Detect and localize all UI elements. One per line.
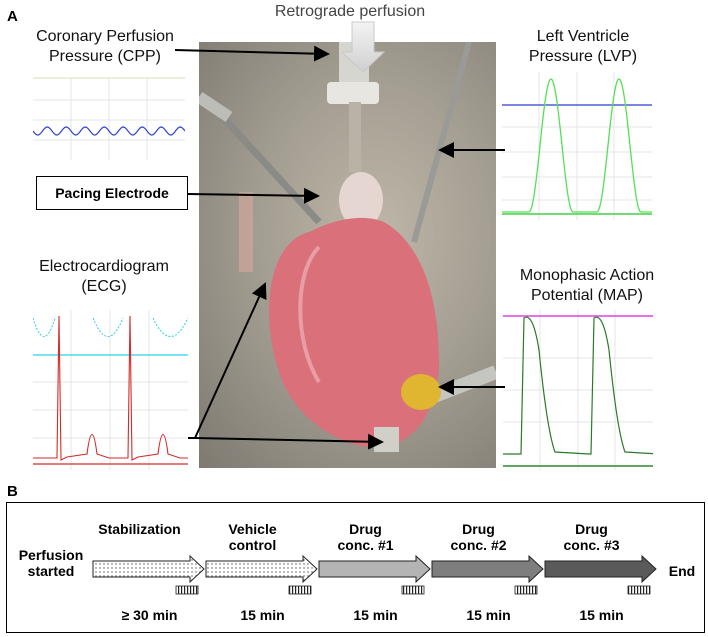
heart-photo <box>199 42 496 468</box>
lvp-trace-svg <box>502 72 652 220</box>
perfusion-started-label: Perfusion started <box>11 547 91 579</box>
stage-arrow <box>431 554 544 584</box>
panel-a-letter: A <box>7 8 18 25</box>
stage-title-line2: conc. #3 <box>563 537 620 553</box>
electrode-holder <box>199 92 233 122</box>
stage-duration: 15 min <box>353 607 398 623</box>
ecg-waveform <box>33 315 188 461</box>
stage-title-line1: Vehicle <box>228 521 277 537</box>
retrograde-perfusion-label: Retrograde perfusion <box>274 3 426 20</box>
aorta <box>339 172 383 228</box>
ecg-label-line1: Electrocardiogram <box>39 258 169 275</box>
stage-arrow <box>92 554 205 584</box>
cpp-trace-panel <box>32 72 186 160</box>
ecg-label-line2: (ECG) <box>81 278 127 295</box>
recording-marker <box>288 585 312 595</box>
ecg-arrow-upper <box>188 282 267 439</box>
stage-title: Drug conc. #2 <box>427 521 530 553</box>
stage-title-line1: Drug <box>575 521 608 537</box>
cpp-trace-svg <box>32 77 186 160</box>
cannula-stem <box>349 102 361 172</box>
lvp-label-line2: Pressure (LVP) <box>528 48 638 65</box>
tubing <box>239 192 253 272</box>
stage-arrow <box>205 554 318 584</box>
stage-title-line2: conc. #2 <box>450 537 507 553</box>
lvp-waveform <box>502 78 652 213</box>
stage-arrows <box>92 554 657 595</box>
cannula-collar <box>327 82 379 104</box>
recording-marker <box>514 585 538 595</box>
map-trace-svg <box>503 310 660 470</box>
end-label: End <box>668 563 696 579</box>
ecg-trace-panel <box>32 310 189 470</box>
lvp-label: Left Ventricle Pressure (LVP) <box>498 27 668 67</box>
cpp-label-line2: Pressure (CPP) <box>48 48 162 65</box>
stage-title-line1: Stabilization <box>98 521 181 537</box>
stage-title: Vehicle control <box>201 521 304 553</box>
cpp-label: Coronary Perfusion Pressure (CPP) <box>20 27 190 67</box>
start-line2: started <box>27 563 75 579</box>
recording-marker <box>175 585 199 595</box>
stage-duration: 15 min <box>240 607 285 623</box>
stage-title-line2: conc. #1 <box>337 537 394 553</box>
stage-title-line1: Drug <box>462 521 495 537</box>
stage-duration: 15 min <box>466 607 511 623</box>
retrograde-perfusion-arrow <box>340 21 386 73</box>
lvp-label-line1: Left Ventricle <box>536 28 630 45</box>
cpp-waveform <box>32 126 186 136</box>
recording-marker <box>401 585 425 595</box>
stage-title: Drug conc. #1 <box>314 521 417 553</box>
pacing-arrow <box>187 187 320 204</box>
lvp-grid <box>502 72 652 220</box>
stage-title-line2: control <box>228 537 277 553</box>
stage-duration: 15 min <box>579 607 624 623</box>
pacing-electrode-label: Pacing Electrode <box>36 176 188 210</box>
stage-arrow <box>544 554 657 584</box>
timeline-arrows <box>92 554 657 595</box>
ecg-grid <box>33 310 188 470</box>
ecg-trace-svg <box>32 310 189 470</box>
map-electrode-tip <box>401 374 441 410</box>
stage-title: Stabilization <box>88 521 191 537</box>
heart-photo-illustration <box>199 42 496 468</box>
map-label-line2: Potential (MAP) <box>530 287 644 304</box>
start-line1: Perfusion <box>18 547 84 563</box>
map-waveform <box>503 316 660 455</box>
ecg-label: Electrocardiogram (ECG) <box>14 257 194 297</box>
map-label-line1: Monophasic Action <box>519 267 655 284</box>
ecg-arrow-lower <box>194 433 384 450</box>
heart <box>269 217 439 448</box>
stage-title: Drug conc. #3 <box>540 521 643 553</box>
stage-duration: ≥ 30 min <box>121 607 178 623</box>
electrode-rod <box>206 99 322 225</box>
ecg-aux-waveform <box>32 317 189 337</box>
heart-highlight <box>298 245 321 384</box>
map-grid <box>503 310 653 470</box>
protocol-timeline: Perfusion started End Stabilization ≥ 30 … <box>6 502 705 633</box>
cpp-arrow <box>174 45 330 62</box>
cpp-grid <box>33 77 185 160</box>
cpp-label-line1: Coronary Perfusion <box>36 28 174 45</box>
map-trace-panel <box>503 310 660 470</box>
recording-marker <box>627 585 651 595</box>
panel-b-letter: B <box>7 483 18 500</box>
stage-title-line1: Drug <box>349 521 382 537</box>
panel-a-arrows <box>174 21 505 450</box>
map-label: Monophasic Action Potential (MAP) <box>497 266 677 306</box>
lvp-trace-panel <box>502 72 652 220</box>
stage-arrow <box>318 554 431 584</box>
